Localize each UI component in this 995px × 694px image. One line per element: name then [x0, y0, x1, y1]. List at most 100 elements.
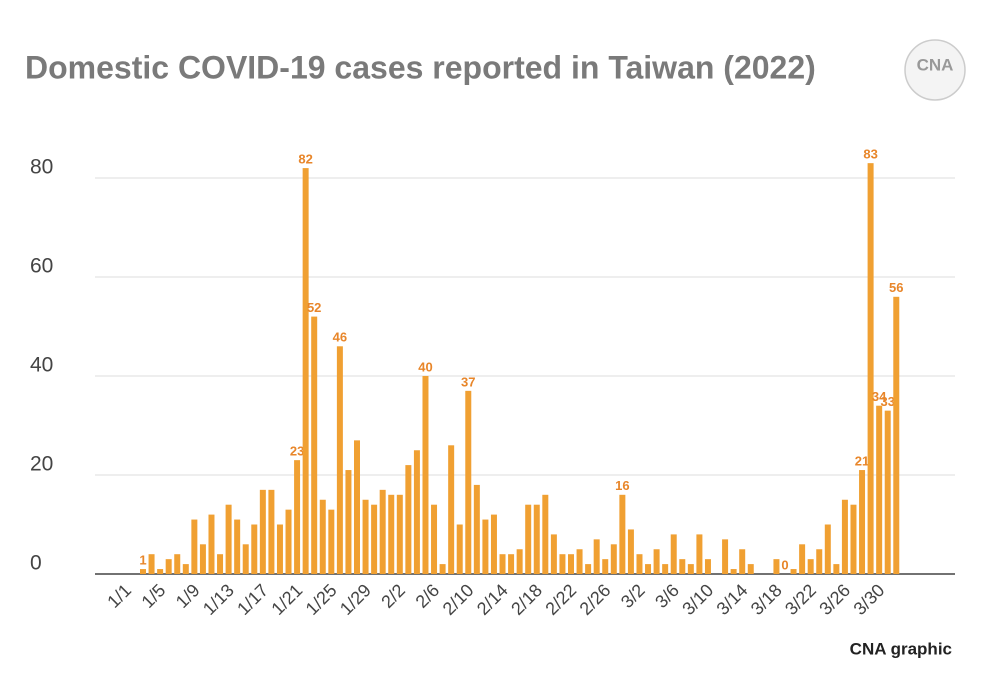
x-tick-label: 2/22	[541, 580, 580, 619]
bar	[687, 564, 694, 574]
bar	[285, 509, 292, 574]
data-label: 37	[461, 374, 475, 389]
bar	[550, 534, 557, 574]
x-tick-label: 3/22	[781, 580, 820, 619]
y-tick-label: 0	[30, 552, 42, 575]
x-tick-label: 2/6	[412, 580, 444, 612]
bar	[413, 450, 420, 574]
bar	[388, 494, 395, 574]
bar	[473, 484, 480, 574]
bar	[294, 460, 301, 574]
bar	[525, 504, 532, 574]
bar	[722, 539, 729, 574]
bar	[465, 390, 472, 574]
x-tick-label: 3/6	[651, 580, 683, 612]
bar	[311, 316, 318, 574]
data-label: 1	[139, 552, 146, 567]
bar	[559, 554, 566, 574]
chart-title: Domestic COVID-19 cases reported in Taiw…	[25, 49, 816, 85]
bar	[225, 504, 232, 574]
bar	[679, 559, 686, 574]
data-label: 23	[290, 444, 304, 459]
bar	[662, 564, 669, 574]
bar	[490, 514, 497, 574]
bar	[319, 499, 326, 574]
data-label: 83	[863, 147, 877, 162]
bar	[439, 564, 446, 574]
x-tick-label: 1/25	[302, 580, 341, 619]
data-label: 16	[615, 478, 629, 493]
y-tick-label: 80	[30, 156, 53, 179]
bar	[234, 519, 241, 574]
x-tick-label: 1/9	[172, 580, 204, 612]
x-tick-label: 2/10	[439, 580, 478, 619]
bar	[396, 494, 403, 574]
x-tick-label: 3/30	[850, 580, 889, 619]
bar	[448, 445, 455, 574]
x-tick-label: 3/2	[617, 580, 649, 612]
bar	[645, 564, 652, 574]
bar	[602, 559, 609, 574]
bar	[568, 554, 574, 574]
x-tick-label: 2/2	[377, 580, 409, 612]
bar	[747, 564, 754, 574]
x-tick-label: 3/18	[747, 580, 786, 619]
bar	[431, 504, 438, 574]
bar	[585, 564, 592, 574]
bar	[259, 489, 266, 574]
data-label: 33	[880, 394, 894, 409]
x-tick-label: 1/1	[103, 580, 135, 612]
bar	[619, 494, 626, 574]
bar	[533, 504, 540, 574]
x-tick-label: 1/13	[199, 580, 238, 619]
bar	[508, 554, 515, 574]
bar	[670, 534, 677, 574]
bar	[242, 544, 249, 574]
data-label: 21	[855, 453, 869, 468]
bar	[653, 549, 660, 574]
bar	[859, 470, 866, 574]
bar	[182, 564, 189, 574]
bar	[140, 569, 146, 574]
bar	[730, 569, 737, 574]
bar	[268, 489, 275, 574]
data-label: 34	[872, 389, 887, 404]
bar	[542, 494, 549, 574]
bar	[516, 549, 523, 574]
y-tick-label: 40	[30, 354, 53, 377]
bar	[696, 534, 703, 574]
bar	[816, 549, 823, 574]
x-tick-label: 1/17	[233, 580, 272, 619]
y-tick-label: 20	[30, 453, 53, 476]
bar	[876, 405, 883, 574]
x-tick-label: 3/10	[678, 580, 717, 619]
logo-circle	[904, 39, 966, 101]
bar	[302, 168, 309, 574]
x-tick-label: 2/14	[473, 580, 512, 619]
bar	[251, 524, 258, 574]
bar	[867, 163, 874, 574]
bar	[824, 524, 831, 574]
bar	[379, 489, 386, 574]
bar	[593, 539, 600, 574]
bar	[456, 524, 463, 574]
bar	[884, 410, 891, 574]
bar	[893, 296, 900, 574]
bar	[499, 554, 506, 574]
bar	[199, 544, 206, 574]
bar	[576, 549, 583, 574]
bar	[276, 524, 283, 574]
bar	[208, 514, 215, 574]
logo: CNA	[904, 39, 966, 101]
bar	[336, 346, 343, 574]
x-tick-label: 2/18	[507, 580, 546, 619]
bar	[833, 564, 840, 574]
bar	[354, 440, 360, 574]
bar	[773, 559, 780, 574]
x-tick-label: 2/26	[576, 580, 615, 619]
y-tick-label: 60	[30, 255, 53, 278]
bar	[850, 504, 857, 574]
logo-text: CNA	[917, 55, 954, 74]
bar	[807, 559, 814, 574]
